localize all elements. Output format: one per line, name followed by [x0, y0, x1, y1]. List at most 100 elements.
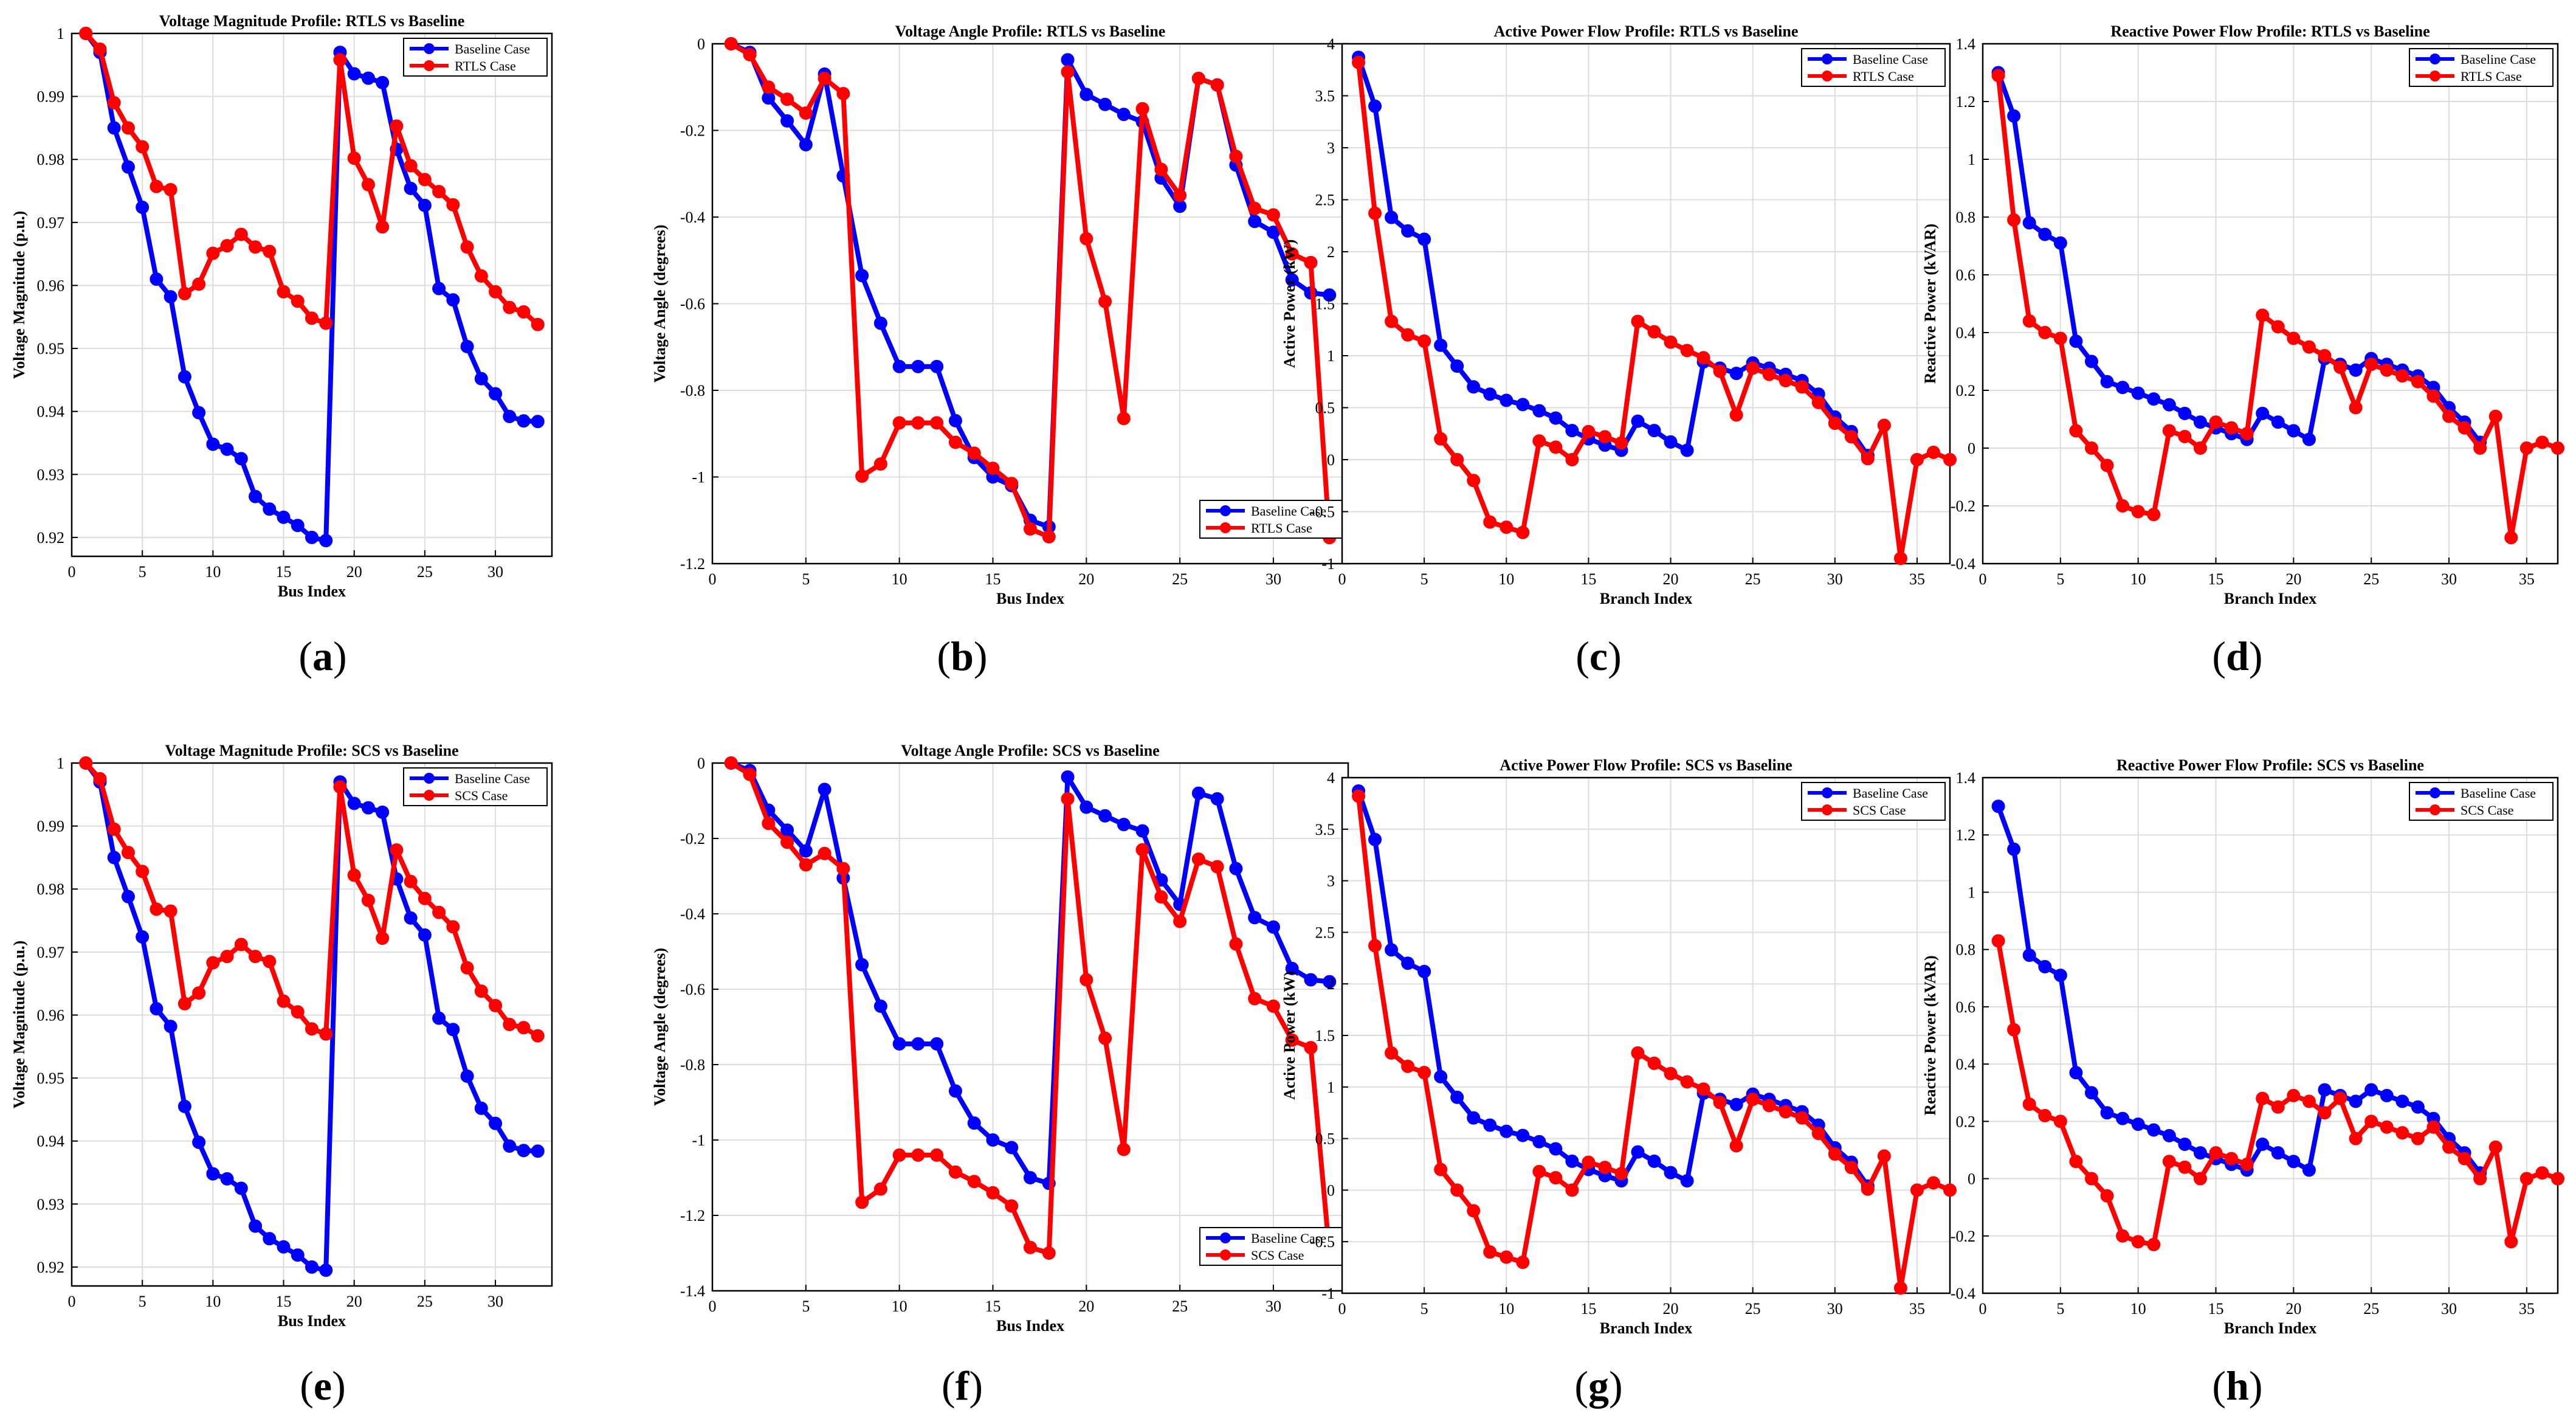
y-tick-label: -0.2 — [1951, 497, 1975, 515]
data-point — [2457, 421, 2471, 435]
y-tick-label: 0.92 — [37, 1259, 65, 1276]
y-tick-label: 1.5 — [1315, 1027, 1335, 1045]
data-point — [1696, 1082, 1710, 1096]
data-point — [1844, 430, 1858, 444]
data-point — [1943, 1183, 1957, 1197]
data-point — [2318, 1106, 2332, 1120]
data-point — [305, 1022, 319, 1036]
data-point — [503, 1139, 517, 1153]
y-tick-label: 0.93 — [37, 466, 65, 483]
y-tick-label: 3.5 — [1315, 88, 1335, 105]
data-point — [948, 1165, 962, 1179]
data-point — [1910, 453, 1924, 466]
y-tick-label: 0.93 — [37, 1195, 65, 1213]
x-tick-label: 30 — [2441, 1300, 2457, 1318]
x-tick-label: 35 — [2519, 570, 2535, 588]
subplot-label-e: (e) — [300, 1363, 346, 1409]
data-point — [1943, 453, 1957, 466]
data-point — [1565, 453, 1579, 466]
x-tick-label: 20 — [1078, 1297, 1094, 1315]
data-point — [432, 185, 446, 199]
y-tick-label: 2.5 — [1315, 192, 1335, 209]
data-point — [1565, 1154, 1579, 1168]
data-point — [418, 891, 432, 905]
x-tick-label: 20 — [346, 563, 362, 581]
data-point — [150, 1002, 164, 1016]
data-point — [333, 780, 347, 794]
data-point — [107, 95, 121, 109]
data-point — [1248, 911, 1262, 925]
data-point — [206, 246, 220, 260]
y-tick-label: 1 — [57, 25, 64, 43]
data-point — [150, 272, 164, 286]
y-tick-label: 0.97 — [37, 214, 65, 232]
data-point — [376, 805, 390, 819]
data-point — [79, 756, 93, 770]
x-tick-label: 10 — [1498, 1300, 1514, 1318]
y-tick-label: 0.5 — [1315, 399, 1335, 417]
legend-marker — [2430, 804, 2440, 815]
axes-box — [71, 762, 553, 1287]
chart-panel-8: 0 5 10 15 20 25 30 35 -0.4 -0.2 0 0.2 0.4 0.6 0.8 1 1.2 1… — [1921, 756, 2564, 1337]
data-point — [503, 300, 517, 314]
y-tick-label: 0.8 — [1956, 941, 1976, 959]
data-point — [206, 1167, 220, 1181]
y-tick-label: 0.99 — [37, 818, 65, 835]
legend-marker — [2430, 787, 2440, 798]
data-point — [2256, 407, 2270, 420]
data-point — [2256, 1091, 2270, 1105]
y-tick-label: 0 — [1327, 451, 1335, 469]
data-point — [333, 53, 347, 67]
x-tick-label: 20 — [2285, 570, 2301, 588]
data-point — [1154, 890, 1168, 904]
data-point — [2302, 1094, 2316, 1108]
data-point — [1154, 162, 1168, 176]
data-point — [2007, 1023, 2021, 1037]
data-point — [1098, 809, 1112, 823]
data-point — [1229, 937, 1243, 951]
data-point — [1450, 1183, 1464, 1197]
data-point — [432, 1011, 446, 1025]
chart-panel-3: 0 5 10 15 20 25 30 35 -1 -0.5 0 0.5 1 1.5 2 2.5 3 3.5 4 Act… — [1281, 22, 1957, 607]
data-point — [460, 961, 474, 975]
data-point — [873, 457, 887, 471]
data-point — [517, 1144, 531, 1158]
data-point — [724, 37, 738, 50]
data-point — [432, 282, 446, 295]
data-point — [121, 846, 135, 860]
legend-label: Baseline Case — [1853, 52, 1928, 67]
data-point — [892, 1037, 906, 1051]
legend-marker — [1220, 522, 1231, 533]
y-tick-label: 0.6 — [1956, 266, 1976, 284]
data-point — [2209, 415, 2223, 429]
y-tick-label: 0.2 — [1956, 1113, 1976, 1130]
data-point — [2022, 314, 2036, 328]
data-point — [2535, 1166, 2549, 1180]
data-point — [1467, 1111, 1481, 1125]
axes-box — [1982, 776, 2559, 1294]
y-axis-label: Reactive Power (kVAR) — [1921, 224, 1939, 384]
data-point — [1877, 418, 1891, 432]
data-point — [2193, 441, 2207, 455]
data-point — [2349, 1094, 2363, 1108]
data-point — [1582, 1155, 1596, 1169]
data-point — [948, 435, 962, 449]
data-point — [2349, 1132, 2363, 1145]
legend-label: Baseline Case — [455, 41, 530, 57]
data-point — [2380, 1120, 2394, 1134]
y-tick-label: 2.5 — [1315, 924, 1335, 941]
data-point — [93, 42, 107, 56]
data-point — [1647, 424, 1661, 438]
legend-marker — [2430, 54, 2440, 64]
data-point — [1042, 530, 1056, 544]
data-point — [503, 1018, 517, 1031]
data-point — [1061, 792, 1075, 806]
x-tick-label: 0 — [1979, 570, 1987, 588]
data-point — [474, 1101, 488, 1115]
data-point — [347, 67, 361, 81]
y-axis-label: Voltage Angle (degrees) — [651, 225, 669, 383]
legend-marker — [424, 60, 435, 71]
data-point — [1664, 1166, 1678, 1180]
